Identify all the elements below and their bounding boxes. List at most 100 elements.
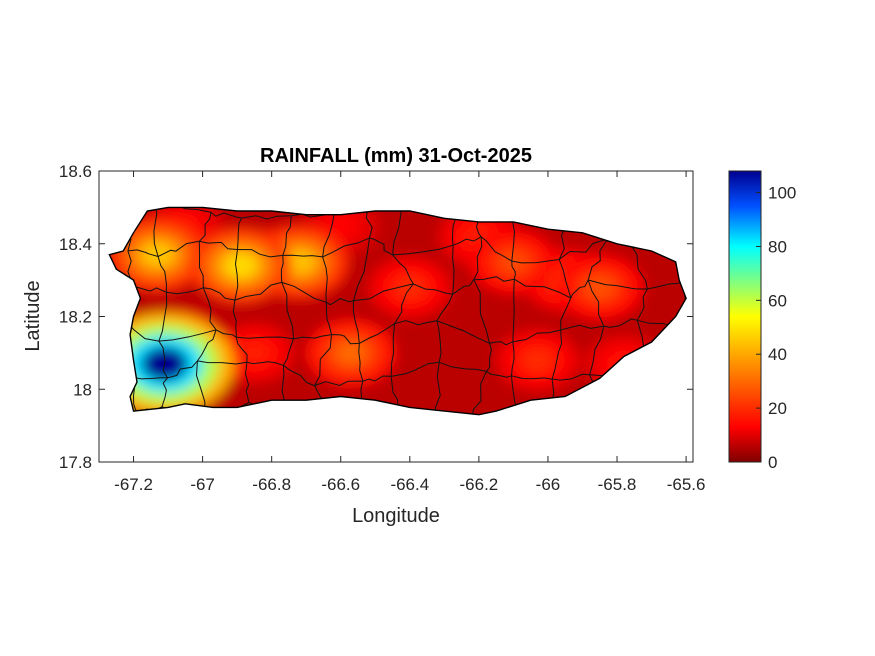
municipality-boundary: [280, 255, 284, 283]
municipality-boundary: [551, 329, 563, 380]
municipality-boundary: [196, 329, 217, 362]
chart-title: RAINFALL (mm) 31-Oct-2025: [260, 145, 532, 167]
municipality-boundary: [282, 254, 323, 258]
x-tick-label: -67.2: [114, 475, 153, 494]
municipality-boundary: [322, 212, 335, 257]
rain-contour: [523, 349, 552, 371]
x-axis-label: Longitude: [352, 505, 440, 527]
municipality-boundary: [369, 237, 393, 256]
municipality-boundary: [486, 370, 512, 378]
municipality-boundary: [127, 249, 159, 257]
colorbar-tick-label: 60: [768, 291, 787, 310]
municipality-boundary: [362, 375, 392, 382]
rain-maximum: [469, 229, 557, 295]
municipality-boundary: [471, 371, 487, 415]
y-tick-label: 17.8: [59, 453, 92, 472]
rain-maximum: [189, 228, 292, 304]
y-axis-label: Latitude: [22, 280, 44, 351]
municipality-boundary: [452, 279, 475, 295]
municipality-boundary: [587, 279, 605, 327]
colorbar: 0 20 40 60 80 100: [728, 170, 796, 472]
municipality-boundary: [197, 360, 247, 365]
municipality-boundary: [511, 259, 560, 264]
municipality-boundary: [157, 256, 167, 293]
colorbar-tick-label: 80: [768, 237, 787, 256]
municipality-boundary: [511, 375, 522, 415]
municipality-boundary: [391, 361, 440, 377]
municipality-boundary: [512, 279, 515, 342]
municipality-boundary: [232, 300, 237, 338]
municipality-boundary: [314, 380, 363, 387]
municipality-boundary: [636, 288, 648, 321]
municipality-boundary: [489, 341, 513, 346]
x-tick-label: -65.8: [598, 475, 637, 494]
municipality-boundary: [331, 334, 360, 345]
municipality-boundary: [134, 377, 168, 380]
x-axis-ticks: -67.2 -67 -66.8 -66.6 -66.4 -66.2 -66 -65.8 -65.…: [114, 171, 705, 494]
municipality-boundary: [390, 323, 395, 377]
municipality-boundary: [158, 329, 217, 342]
municipality-boundary: [514, 278, 572, 299]
coastline: [108, 206, 687, 416]
x-tick-label: -66.4: [390, 475, 429, 494]
municipality-boundary: [511, 341, 515, 376]
municipality-boundary: [352, 300, 360, 344]
municipality-boundary: [202, 287, 217, 331]
municipality-boundary: [394, 283, 414, 324]
municipality-boundary: [293, 334, 332, 340]
rain-maximum: [555, 254, 644, 320]
municipality-boundary: [473, 276, 515, 282]
municipality-boundary: [353, 237, 370, 301]
municipality-boundary: [392, 254, 414, 285]
rain-contour: [335, 341, 367, 365]
rain-maximum: [495, 329, 580, 392]
rain-maximum: [367, 256, 452, 319]
municipality-boundary: [322, 256, 328, 303]
municipality-boundary: [161, 377, 168, 407]
municipality-boundary: [198, 212, 212, 242]
x-tick-label: -66: [536, 475, 561, 494]
municipality-boundary: [198, 241, 204, 288]
municipality-boundary: [511, 261, 516, 280]
municipality-boundary: [473, 279, 490, 344]
municipality-boundary: [234, 281, 282, 301]
municipality-boundary: [281, 281, 327, 303]
x-tick-label: -67: [190, 475, 215, 494]
municipality-boundary: [603, 318, 638, 328]
municipality-boundary: [167, 360, 198, 379]
municipality-boundary: [486, 343, 492, 372]
municipality-boundary: [234, 249, 239, 301]
y-axis-ticks: 17.8 18 18.2 18.4 18.6: [59, 162, 693, 472]
y-tick-label: 18.6: [59, 162, 92, 181]
municipality-boundary: [158, 340, 168, 379]
municipality-boundary: [283, 364, 315, 387]
municipality-boundary: [560, 297, 572, 330]
rain-contour: [585, 276, 615, 299]
municipality-boundary: [166, 287, 204, 295]
y-tick-label: 18: [73, 380, 92, 399]
municipality-boundary: [511, 375, 553, 380]
municipality-boundary: [439, 361, 487, 372]
municipality-boundary: [452, 236, 482, 246]
municipality-boundary: [560, 324, 604, 331]
municipality-boundary: [570, 279, 589, 299]
municipality-boundary: [365, 207, 373, 239]
municipality-boundary: [244, 362, 250, 403]
rain-contour: [327, 215, 355, 236]
municipality-boundary: [154, 207, 212, 213]
colorbar-tick-label: 20: [768, 399, 787, 418]
municipality-boundary: [353, 283, 414, 302]
colorbar-tick-label: 100: [768, 184, 796, 203]
municipality-boundary: [392, 244, 454, 256]
colorbar-ticks: 0 20 40 60 80 100: [756, 184, 796, 472]
municipality-boundary: [512, 329, 561, 343]
municipality-boundary: [394, 320, 438, 326]
municipality-boundary: [359, 323, 395, 344]
x-tick-label: -66.8: [252, 475, 291, 494]
municipality-boundary: [436, 320, 490, 344]
x-tick-label: -66.2: [460, 475, 499, 494]
municipality-boundary: [589, 325, 605, 375]
x-tick-label: -65.6: [667, 475, 706, 494]
municipality-boundary: [480, 236, 513, 262]
